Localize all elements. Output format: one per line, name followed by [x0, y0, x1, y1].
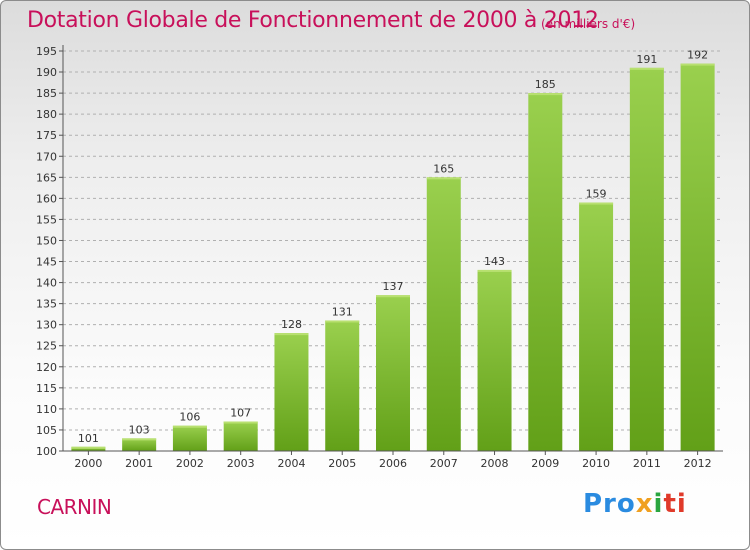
- y-tick-label: 105: [36, 424, 57, 437]
- bar-value-label: 143: [484, 255, 505, 268]
- y-tick-label: 175: [36, 129, 57, 142]
- bar: [325, 320, 360, 451]
- bar-value-label: 165: [433, 162, 454, 175]
- x-tick-label: 2003: [227, 457, 255, 470]
- bar: [376, 295, 410, 451]
- bar-highlight: [172, 425, 207, 428]
- bar: [274, 333, 309, 451]
- bar: [122, 438, 157, 451]
- x-tick-label: 2008: [481, 457, 509, 470]
- y-tick-label: 160: [36, 192, 57, 205]
- bar-highlight: [477, 269, 512, 272]
- x-tick-label: 2011: [633, 457, 661, 470]
- y-tick-label: 140: [36, 277, 57, 290]
- y-tick-label: 165: [36, 171, 57, 184]
- bar: [477, 269, 512, 451]
- proxiti-logo: Proxiti: [583, 489, 687, 519]
- y-tick-label: 125: [36, 340, 57, 353]
- bar-value-label: 128: [281, 318, 302, 331]
- bar-highlight: [325, 320, 360, 323]
- bar: [71, 446, 106, 451]
- y-tick-label: 150: [36, 234, 57, 247]
- bar-highlight: [71, 446, 106, 449]
- x-tick-label: 2012: [684, 457, 712, 470]
- x-tick-label: 2001: [125, 457, 153, 470]
- bar-highlight: [579, 202, 614, 205]
- y-tick-label: 170: [36, 150, 57, 163]
- logo-part-1: Pro: [583, 489, 636, 519]
- bar: [579, 202, 614, 451]
- bar-highlight: [376, 295, 410, 298]
- y-tick-label: 145: [36, 256, 57, 269]
- bar: [223, 421, 258, 451]
- bar-highlight: [680, 63, 715, 66]
- y-tick-label: 115: [36, 382, 57, 395]
- y-tick-label: 190: [36, 66, 57, 79]
- bar-value-label: 159: [586, 188, 607, 201]
- bar-value-label: 106: [179, 411, 200, 424]
- bar-value-label: 103: [129, 423, 150, 436]
- bar: [629, 67, 664, 451]
- logo-part-3: i: [653, 489, 664, 519]
- bar-highlight: [426, 177, 461, 180]
- chart-unit: (en milliers d'€): [541, 17, 636, 31]
- x-tick-label: 2005: [328, 457, 356, 470]
- x-tick-label: 2004: [277, 457, 305, 470]
- bar-value-label: 191: [636, 53, 657, 66]
- bar-highlight: [223, 421, 258, 424]
- x-tick-label: 2002: [176, 457, 204, 470]
- y-tick-label: 110: [36, 403, 57, 416]
- y-tick-label: 155: [36, 213, 57, 226]
- bar-value-label: 192: [687, 49, 708, 62]
- bar: [680, 63, 715, 451]
- x-tick-label: 2006: [379, 457, 407, 470]
- bar-highlight: [528, 93, 563, 96]
- y-tick-label: 195: [36, 45, 57, 58]
- y-tick-label: 185: [36, 87, 57, 100]
- bar-highlight: [122, 438, 157, 441]
- logo-part-2: x: [635, 489, 654, 519]
- y-tick-label: 130: [36, 319, 57, 332]
- x-tick-label: 2010: [582, 457, 610, 470]
- x-tick-label: 2000: [74, 457, 102, 470]
- y-tick-label: 120: [36, 361, 57, 374]
- bar-value-label: 137: [383, 280, 404, 293]
- bar: [426, 177, 461, 451]
- bar-value-label: 107: [230, 407, 251, 420]
- bar-value-label: 185: [535, 78, 556, 91]
- commune-name: CARNIN: [37, 495, 112, 519]
- bar-highlight: [274, 333, 309, 336]
- x-tick-label: 2007: [430, 457, 458, 470]
- x-tick-label: 2009: [531, 457, 559, 470]
- bar: [172, 425, 207, 451]
- logo-part-4: ti: [663, 489, 687, 519]
- chart-title: Dotation Globale de Fonctionnement de 20…: [27, 8, 599, 33]
- y-tick-label: 135: [36, 298, 57, 311]
- bar-value-label: 131: [332, 305, 353, 318]
- bar-highlight: [629, 67, 664, 70]
- y-tick-label: 100: [36, 445, 57, 458]
- bar: [528, 93, 563, 452]
- bar-value-label: 101: [78, 432, 99, 445]
- y-tick-label: 180: [36, 108, 57, 121]
